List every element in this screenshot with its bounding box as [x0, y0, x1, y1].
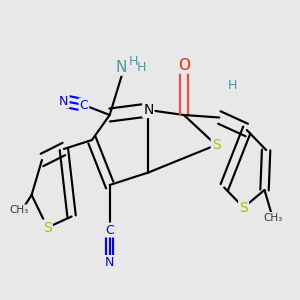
Text: C: C — [105, 224, 114, 236]
Text: S: S — [43, 220, 52, 235]
Text: N: N — [105, 256, 114, 269]
Text: H: H — [228, 79, 237, 92]
Text: N: N — [143, 103, 154, 117]
Text: N: N — [116, 60, 127, 75]
Text: H: H — [128, 55, 138, 68]
Text: CH₃: CH₃ — [263, 212, 282, 223]
Text: N: N — [59, 94, 69, 107]
Text: S: S — [239, 200, 248, 214]
Text: H: H — [136, 61, 146, 74]
Text: C: C — [80, 98, 88, 112]
Text: CH₃: CH₃ — [9, 205, 28, 215]
Text: S: S — [212, 138, 220, 152]
Text: O: O — [178, 58, 190, 73]
